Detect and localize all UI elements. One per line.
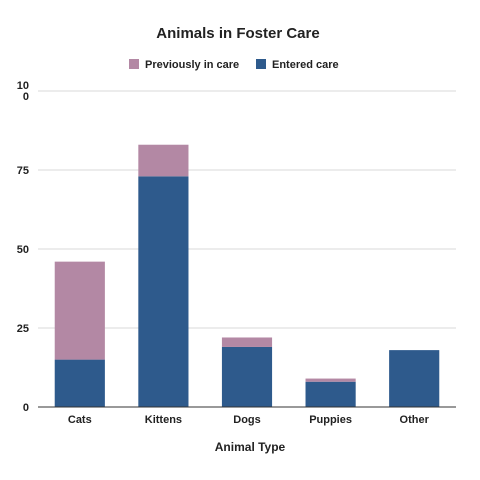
x-tick-label-dogs: Dogs	[233, 414, 261, 426]
bar-dogs-entered-care	[221, 346, 273, 407]
gridlines	[38, 90, 456, 329]
legend: Previously in care Entered care	[129, 59, 339, 71]
x-axis-tick-labels: Cats Kittens Dogs Puppies Other	[68, 414, 430, 426]
bar-puppies-entered-care	[305, 381, 356, 407]
y-tick-label-100: 10 0	[17, 80, 29, 103]
bar-cats-entered-care	[54, 359, 105, 407]
y-tick-label-75: 75	[17, 165, 29, 177]
bar-cats-previously-in-care	[54, 261, 105, 360]
x-tick-label-other: Other	[400, 414, 430, 426]
x-tick-label-kittens: Kittens	[145, 414, 182, 426]
bars	[54, 144, 440, 407]
y-tick-label-0: 0	[23, 402, 29, 414]
bar-puppies-previously-in-care	[305, 378, 356, 382]
legend-swatch-entered-care	[256, 59, 266, 69]
x-tick-label-puppies: Puppies	[309, 414, 352, 426]
y-tick-label-25: 25	[17, 323, 29, 335]
y-tick-label-50: 50	[17, 244, 29, 256]
bar-other-entered-care	[389, 350, 440, 407]
bar-kittens-entered-care	[138, 176, 189, 407]
y-axis-tick-labels: 0 25 50 75 10 0	[17, 80, 29, 414]
x-axis-title: Animal Type	[215, 440, 286, 454]
bar-kittens-previously-in-care	[138, 144, 189, 177]
chart-title: Animals in Foster Care	[156, 25, 319, 42]
legend-label-previously-in-care: Previously in care	[145, 59, 239, 71]
legend-swatch-previously-in-care	[129, 59, 139, 69]
bar-dogs-previously-in-care	[221, 337, 273, 347]
x-tick-label-cats: Cats	[68, 414, 92, 426]
legend-label-entered-care: Entered care	[272, 59, 339, 71]
